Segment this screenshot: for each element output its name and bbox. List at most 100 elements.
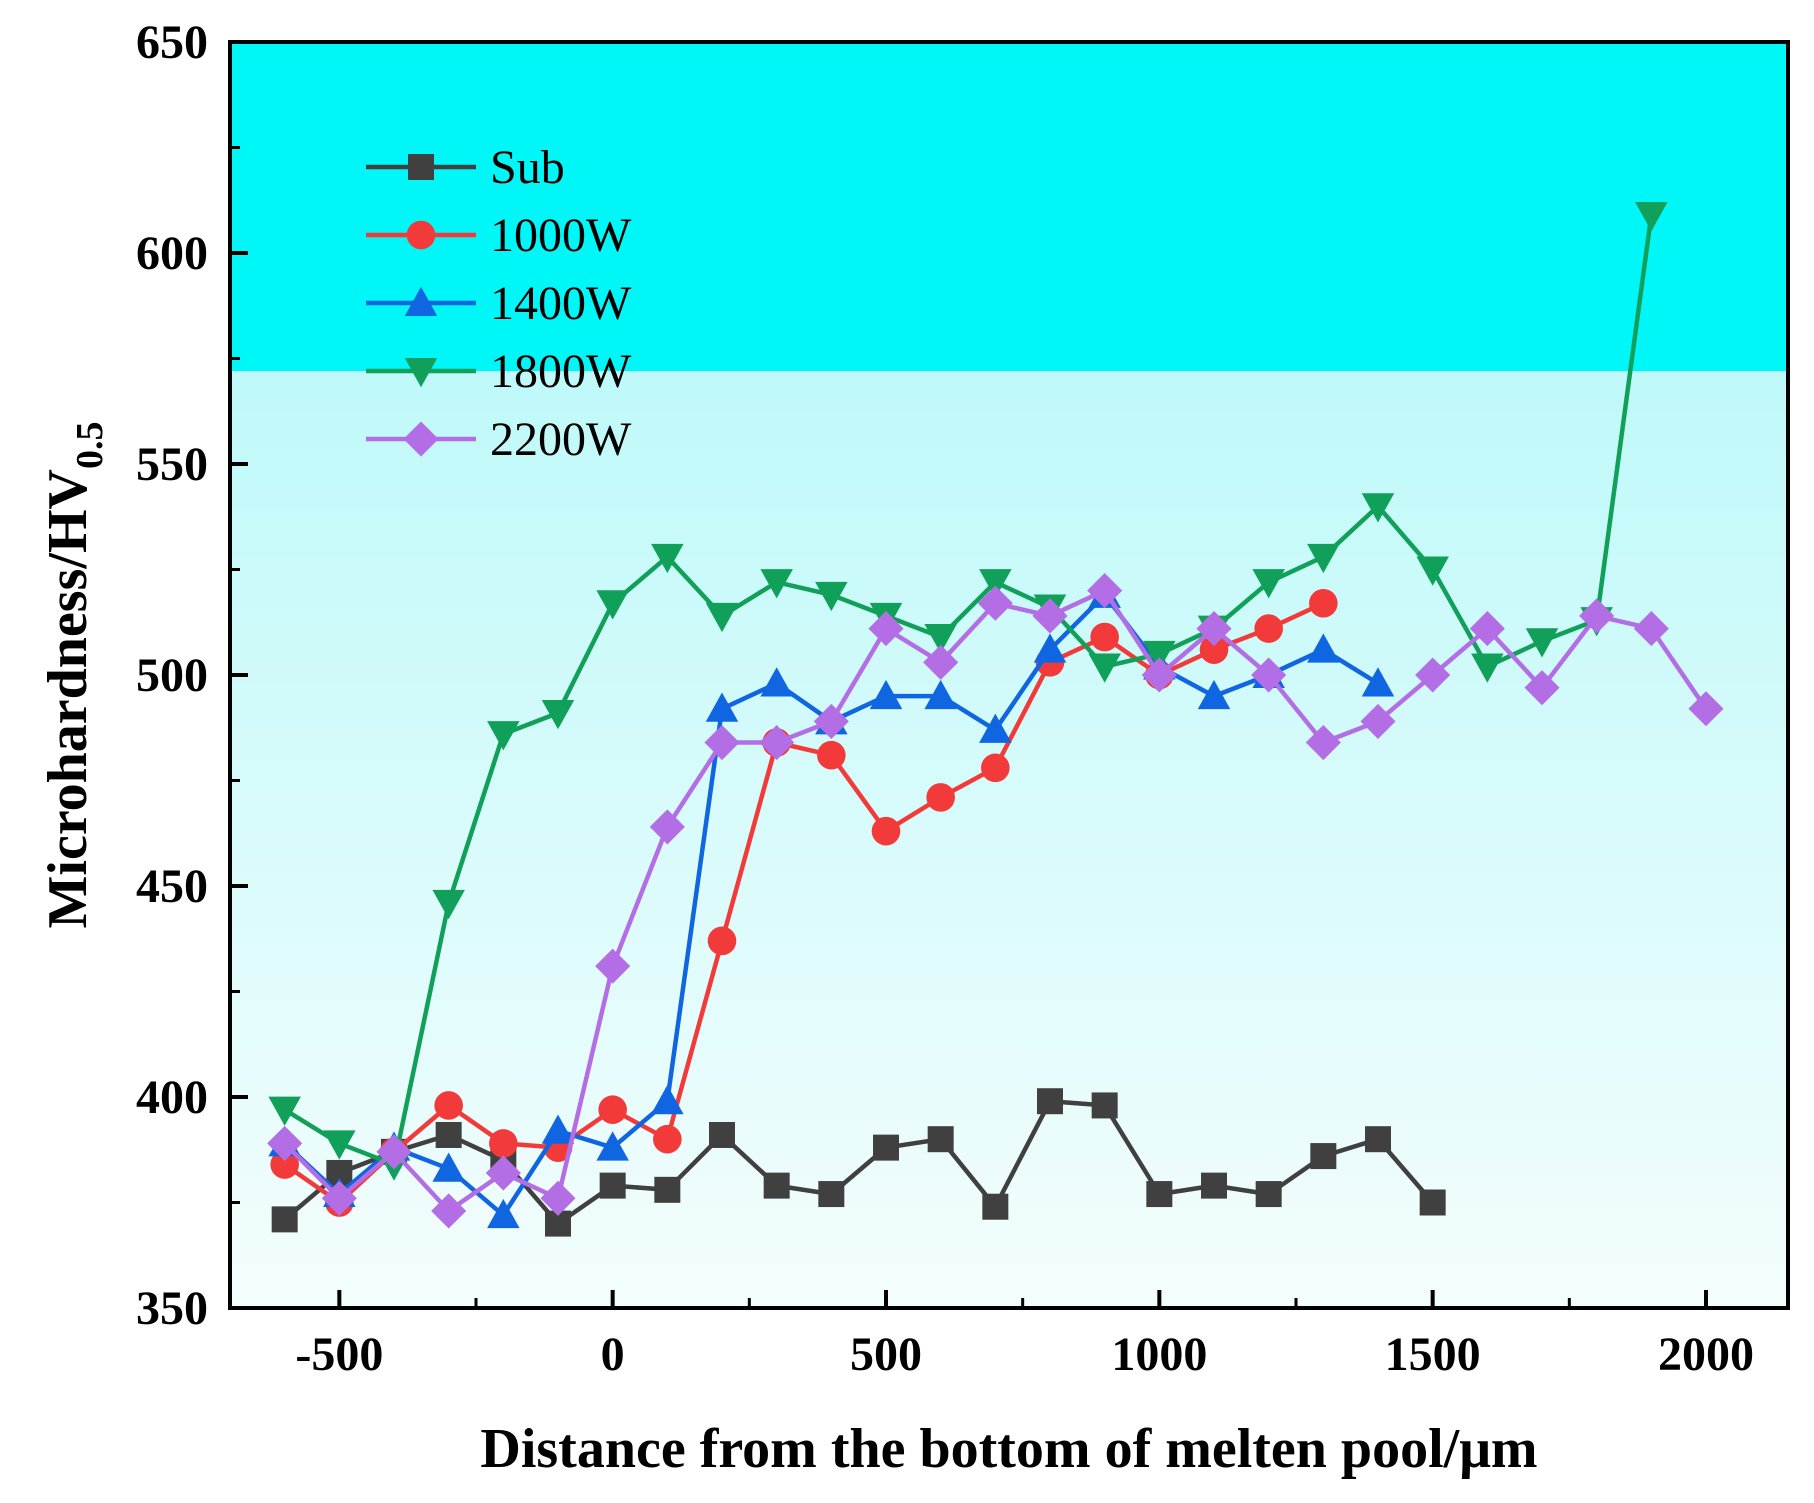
legend-label: 1400W [490,277,632,330]
data-point [1688,691,1724,727]
data-point [926,783,955,812]
data-point [1361,667,1395,697]
data-point [487,721,520,751]
data-point [1305,724,1341,761]
data-point [598,1095,627,1124]
data-point [540,1180,576,1216]
data-point [871,816,901,846]
data-point [1033,633,1067,663]
data-point [599,1172,626,1199]
series-layer [267,202,1724,1237]
data-point [979,569,1012,599]
legend-marker [406,220,436,250]
data-point [596,590,629,620]
series-2200w [267,573,1724,1229]
data-point [1360,703,1396,739]
data-point [817,740,846,770]
data-point [432,889,465,920]
data-point [1469,611,1505,647]
data-point [813,703,849,739]
data-point [485,1155,521,1191]
data-point [1201,1172,1227,1199]
data-point [977,585,1013,621]
data-point [653,1124,682,1154]
data-point [1579,598,1615,634]
data-point [1307,633,1340,663]
data-point [924,679,957,710]
x-tick-label: 1000 [1111,1328,1207,1381]
y-axis-title-main: Microhardness/HV [37,469,99,928]
data-point [1091,1092,1118,1119]
data-point [1146,1181,1173,1208]
data-point [760,667,793,697]
data-point [1415,657,1451,693]
legend-label: 1800W [490,345,632,398]
data-point [927,1126,954,1153]
y-tick-label: 450 [136,860,208,913]
data-point [649,809,685,845]
axis-layer: -500 0 500 1000 1500 2000 350 400 450 500 550 600 65… [136,16,1754,1381]
data-point [651,1084,684,1115]
data-point [1416,556,1449,586]
legend-marker [404,286,438,316]
legend-label: Sub [490,141,565,194]
y-axis-title: Microhardness/HV0.5 [37,422,111,929]
data-point [1087,573,1123,609]
data-point [487,1198,520,1229]
data-point [760,569,793,599]
data-point [596,1131,629,1161]
data-point [1037,1088,1063,1115]
legend-label: 2200W [490,413,632,466]
x-tick-label: 1500 [1385,1328,1481,1381]
data-point [323,1130,356,1160]
series-line [283,1098,1435,1226]
data-point [654,1176,681,1203]
y-tick-label: 400 [136,1071,208,1124]
data-point [267,1125,303,1161]
data-point [759,724,795,761]
x-axis-title: Distance from the bottom of melten pool/… [480,1418,1537,1480]
data-point [923,644,959,680]
data-point [1090,622,1119,652]
legend-item: 2200W [366,413,632,466]
y-axis-title-subscript: 0.5 [69,422,111,470]
legend-marker [408,154,434,180]
data-point [651,543,684,574]
data-point [1524,670,1560,706]
data-point [1633,611,1669,647]
x-tick-label: 500 [850,1328,922,1381]
data-point [1032,598,1068,634]
legend-item: 1800W [366,345,632,398]
data-point [268,1096,301,1126]
data-point [873,1134,899,1161]
data-point [705,602,739,633]
data-point [707,926,737,956]
x-tick-label: 2000 [1658,1328,1754,1381]
data-point [1365,1126,1391,1153]
data-point [763,1172,790,1199]
data-point [270,1150,299,1179]
data-point [815,581,848,612]
data-point [705,692,739,722]
data-point [981,753,1010,783]
data-point [982,1193,1009,1220]
data-point [1361,493,1395,523]
y-tick-label: 350 [136,1282,208,1335]
y-tick-label: 550 [136,438,208,491]
data-point [1143,640,1176,671]
data-point [1307,543,1340,574]
y-tick-label: 600 [136,227,208,280]
data-point [1471,653,1504,683]
data-point [868,611,904,647]
data-point [1419,1189,1446,1216]
data-point [1255,1181,1282,1208]
data-point [489,1129,518,1158]
data-point [376,1134,412,1170]
data-point [979,713,1012,743]
data-point [869,679,903,710]
data-point [1254,614,1283,643]
data-point [818,1181,845,1208]
data-point [1141,657,1177,693]
